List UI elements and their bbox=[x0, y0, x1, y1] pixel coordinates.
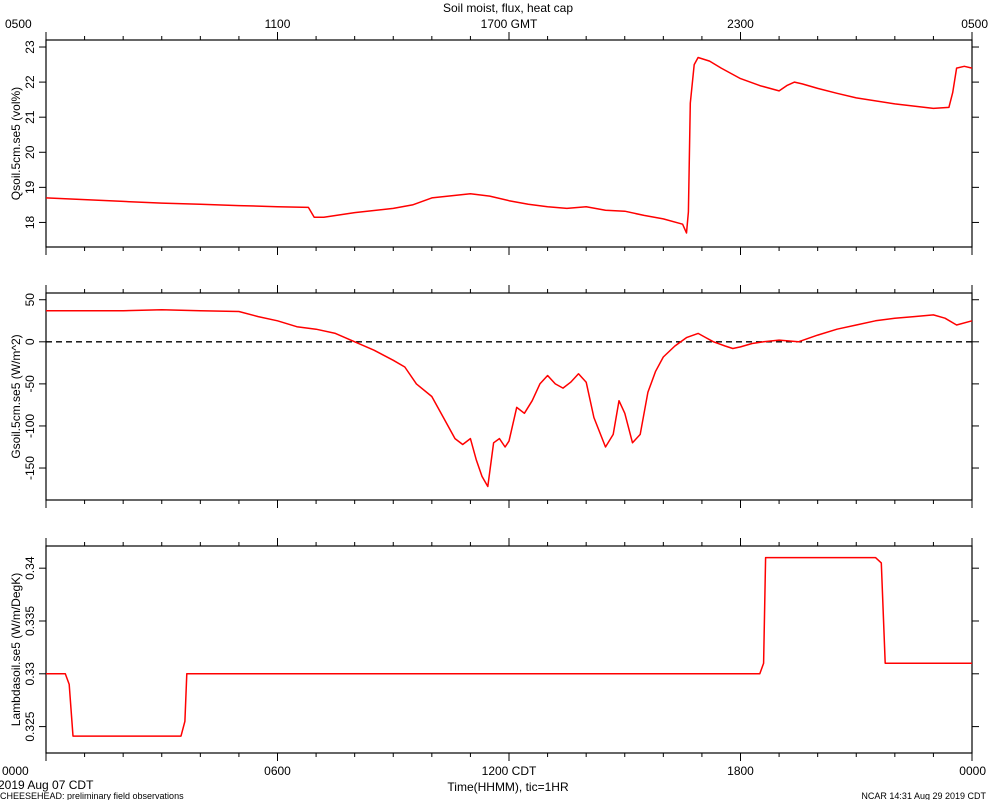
y-tick-label: 21 bbox=[23, 110, 37, 124]
panel-frame-heat-flux bbox=[45, 292, 973, 501]
y-axis-label-heat-flux: Gsoil.5cm.se5 (W/m^2) bbox=[9, 334, 23, 458]
y-tick-label: 23 bbox=[23, 40, 37, 54]
chart-title: Soil moist, flux, heat cap bbox=[443, 1, 573, 15]
y-tick-label: -100 bbox=[23, 414, 37, 438]
top-tick-label: 0500 bbox=[5, 17, 32, 31]
bottom-axis-label: Time(HHMM), tic=1HR bbox=[447, 780, 569, 794]
bottom-tick-label: 1800 bbox=[727, 764, 754, 778]
bottom-tick-label: 1200 CDT bbox=[482, 764, 537, 778]
y-tick-label: 0.325 bbox=[23, 711, 37, 741]
y-tick-label: 50 bbox=[23, 293, 37, 307]
footer-left-note: CHEESEHEAD: preliminary field observatio… bbox=[0, 791, 184, 800]
top-tick-label: 0500 bbox=[961, 17, 988, 31]
y-axis-label-conductivity: Lambdasoil.se5 (W/m/DegK) bbox=[9, 573, 23, 726]
bottom-axis-tick-labels: 0000 0600 1200 CDT 1800 0000 bbox=[2, 764, 986, 778]
top-tick-label: 2300 bbox=[727, 17, 754, 31]
panel-frame-moisture bbox=[45, 39, 973, 248]
footer-date: 2019 Aug 07 CDT bbox=[0, 778, 94, 792]
series-line-moisture bbox=[45, 56, 973, 234]
y-axis-label-moisture: Qsoil.5cm.se5 (vol%) bbox=[9, 87, 23, 200]
bottom-tick-label: 0000 bbox=[959, 764, 986, 778]
y-tick-label: 18 bbox=[23, 215, 37, 229]
series-line-heat-flux bbox=[46, 309, 973, 488]
chart-panels: 18 19 20 21 22 23 Qsoil.5cm.se5 (vol%) 50 0 -50 -1… bbox=[9, 32, 979, 761]
y-tick-label: 19 bbox=[23, 180, 37, 194]
bottom-tick-label: 0600 bbox=[264, 764, 291, 778]
top-axis-tick-labels: 0500 1100 1700 GMT 2300 0500 bbox=[5, 17, 988, 31]
y-tick-label: 0 bbox=[23, 338, 37, 345]
y-tick-label: 20 bbox=[23, 145, 37, 159]
top-tick-label: 1700 GMT bbox=[481, 17, 538, 31]
panel-moisture: 18 19 20 21 22 23 Qsoil.5cm.se5 (vol%) bbox=[9, 32, 979, 255]
y-tick-label: 0.33 bbox=[23, 662, 37, 686]
y-tick-label: 0.34 bbox=[23, 556, 37, 580]
top-tick-label: 1100 bbox=[265, 17, 291, 31]
y-tick-label: 0.335 bbox=[23, 606, 37, 636]
y-tick-label: -150 bbox=[23, 456, 37, 480]
y-tick-label: 22 bbox=[23, 75, 37, 89]
footer-right-note: NCAR 14:31 Aug 29 2019 CDT bbox=[861, 791, 986, 800]
bottom-tick-label: 0000 bbox=[2, 764, 29, 778]
series-line-conductivity bbox=[46, 556, 972, 737]
y-tick-label: -50 bbox=[23, 375, 37, 393]
